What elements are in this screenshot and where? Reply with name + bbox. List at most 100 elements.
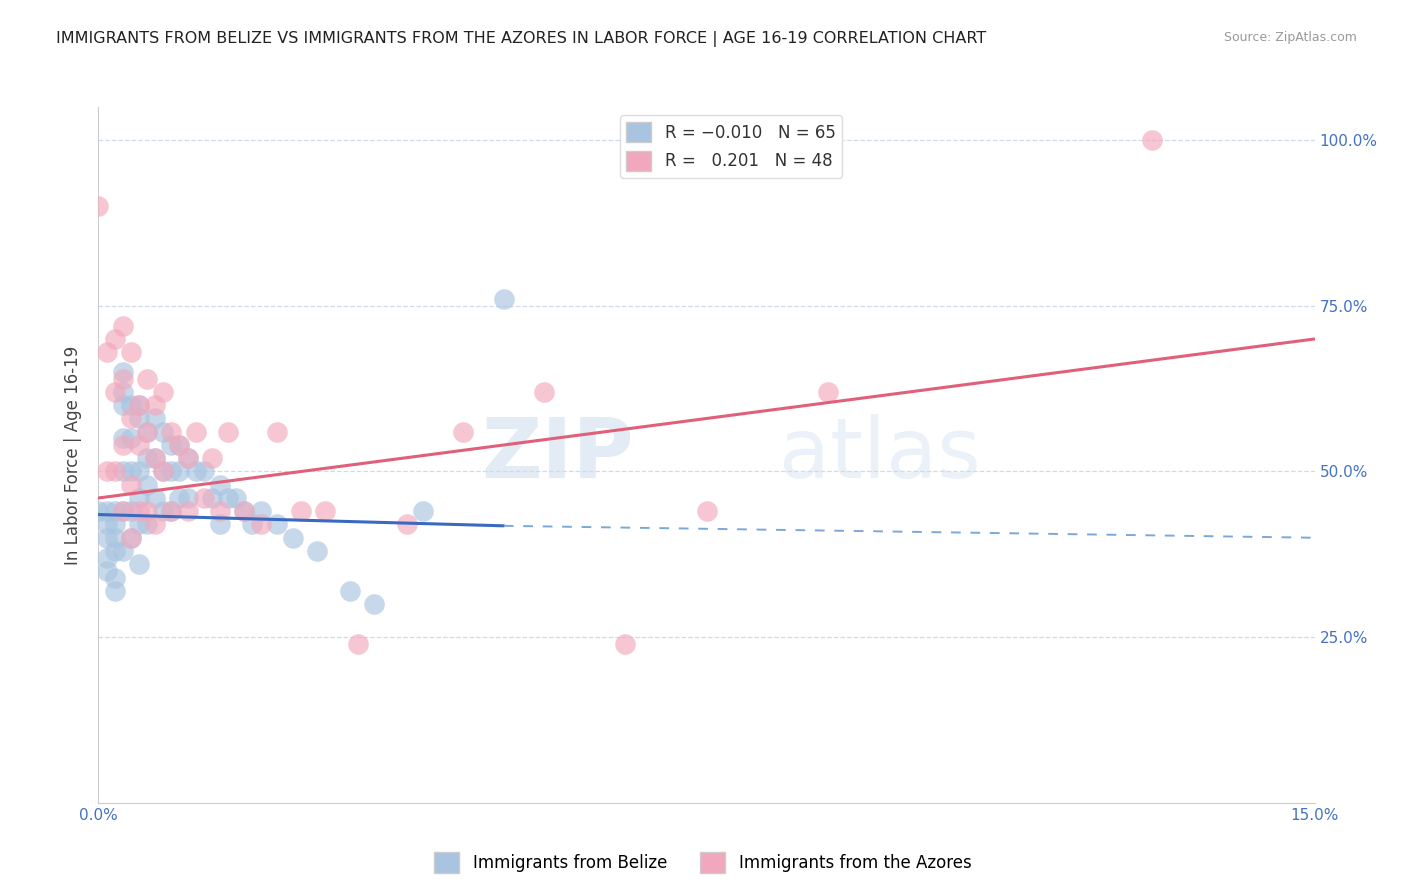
Point [314,504,336,518]
Point [104,544,127,558]
Point [111,384,134,399]
Point [339,583,361,598]
Point [104,465,127,479]
Point [111,544,134,558]
Point [128,411,150,425]
Point [169,438,191,452]
Point [120,411,142,425]
Point [281,531,304,545]
Point [169,491,191,505]
Point [136,425,159,439]
Point [152,425,174,439]
Point [395,517,418,532]
Point [217,491,239,505]
Point [120,465,142,479]
Point [225,491,247,505]
Point [363,597,385,611]
Y-axis label: In Labor Force | Age 16-19: In Labor Force | Age 16-19 [65,345,83,565]
Point [128,558,150,572]
Point [87,504,110,518]
Point [290,504,312,518]
Point [96,345,118,359]
Point [1142,133,1164,147]
Point [201,491,224,505]
Point [143,491,166,505]
Point [104,517,127,532]
Point [184,465,207,479]
Point [96,564,118,578]
Point [120,398,142,412]
Point [160,504,183,518]
Point [453,425,475,439]
Point [128,491,150,505]
Point [249,517,271,532]
Point [96,504,118,518]
Point [128,465,150,479]
Point [176,504,198,518]
Point [533,384,555,399]
Point [136,372,159,386]
Point [184,425,207,439]
Point [217,425,239,439]
Point [347,637,370,651]
Point [120,504,142,518]
Point [104,583,127,598]
Point [96,517,118,532]
Point [143,411,166,425]
Point [201,451,224,466]
Point [817,384,839,399]
Point [111,504,134,518]
Point [120,345,142,359]
Point [614,637,637,651]
Point [104,384,127,399]
Point [492,292,515,306]
Point [160,438,183,452]
Point [193,465,215,479]
Point [160,425,183,439]
Text: atlas: atlas [779,415,981,495]
Point [266,517,288,532]
Point [136,451,159,466]
Point [696,504,718,518]
Point [136,504,159,518]
Point [111,504,134,518]
Point [87,199,110,213]
Point [104,504,127,518]
Point [136,425,159,439]
Point [160,465,183,479]
Point [111,365,134,379]
Point [249,504,271,518]
Point [111,438,134,452]
Point [143,517,166,532]
Point [111,372,134,386]
Point [104,332,127,346]
Legend: Immigrants from Belize, Immigrants from the Azores: Immigrants from Belize, Immigrants from … [427,846,979,880]
Point [120,431,142,445]
Point [176,451,198,466]
Point [128,398,150,412]
Point [193,491,215,505]
Point [152,465,174,479]
Point [233,504,256,518]
Point [143,451,166,466]
Point [128,398,150,412]
Point [96,531,118,545]
Point [104,531,127,545]
Point [96,550,118,565]
Point [136,517,159,532]
Point [176,491,198,505]
Point [120,477,142,491]
Point [120,531,142,545]
Legend: R = −0.010   N = 65, R =   0.201   N = 48: R = −0.010 N = 65, R = 0.201 N = 48 [620,115,842,178]
Text: IMMIGRANTS FROM BELIZE VS IMMIGRANTS FROM THE AZORES IN LABOR FORCE | AGE 16-19 : IMMIGRANTS FROM BELIZE VS IMMIGRANTS FRO… [56,31,987,47]
Point [266,425,288,439]
Point [209,504,232,518]
Point [209,477,232,491]
Point [143,451,166,466]
Point [152,465,174,479]
Point [307,544,329,558]
Point [152,504,174,518]
Point [111,465,134,479]
Point [120,531,142,545]
Point [242,517,264,532]
